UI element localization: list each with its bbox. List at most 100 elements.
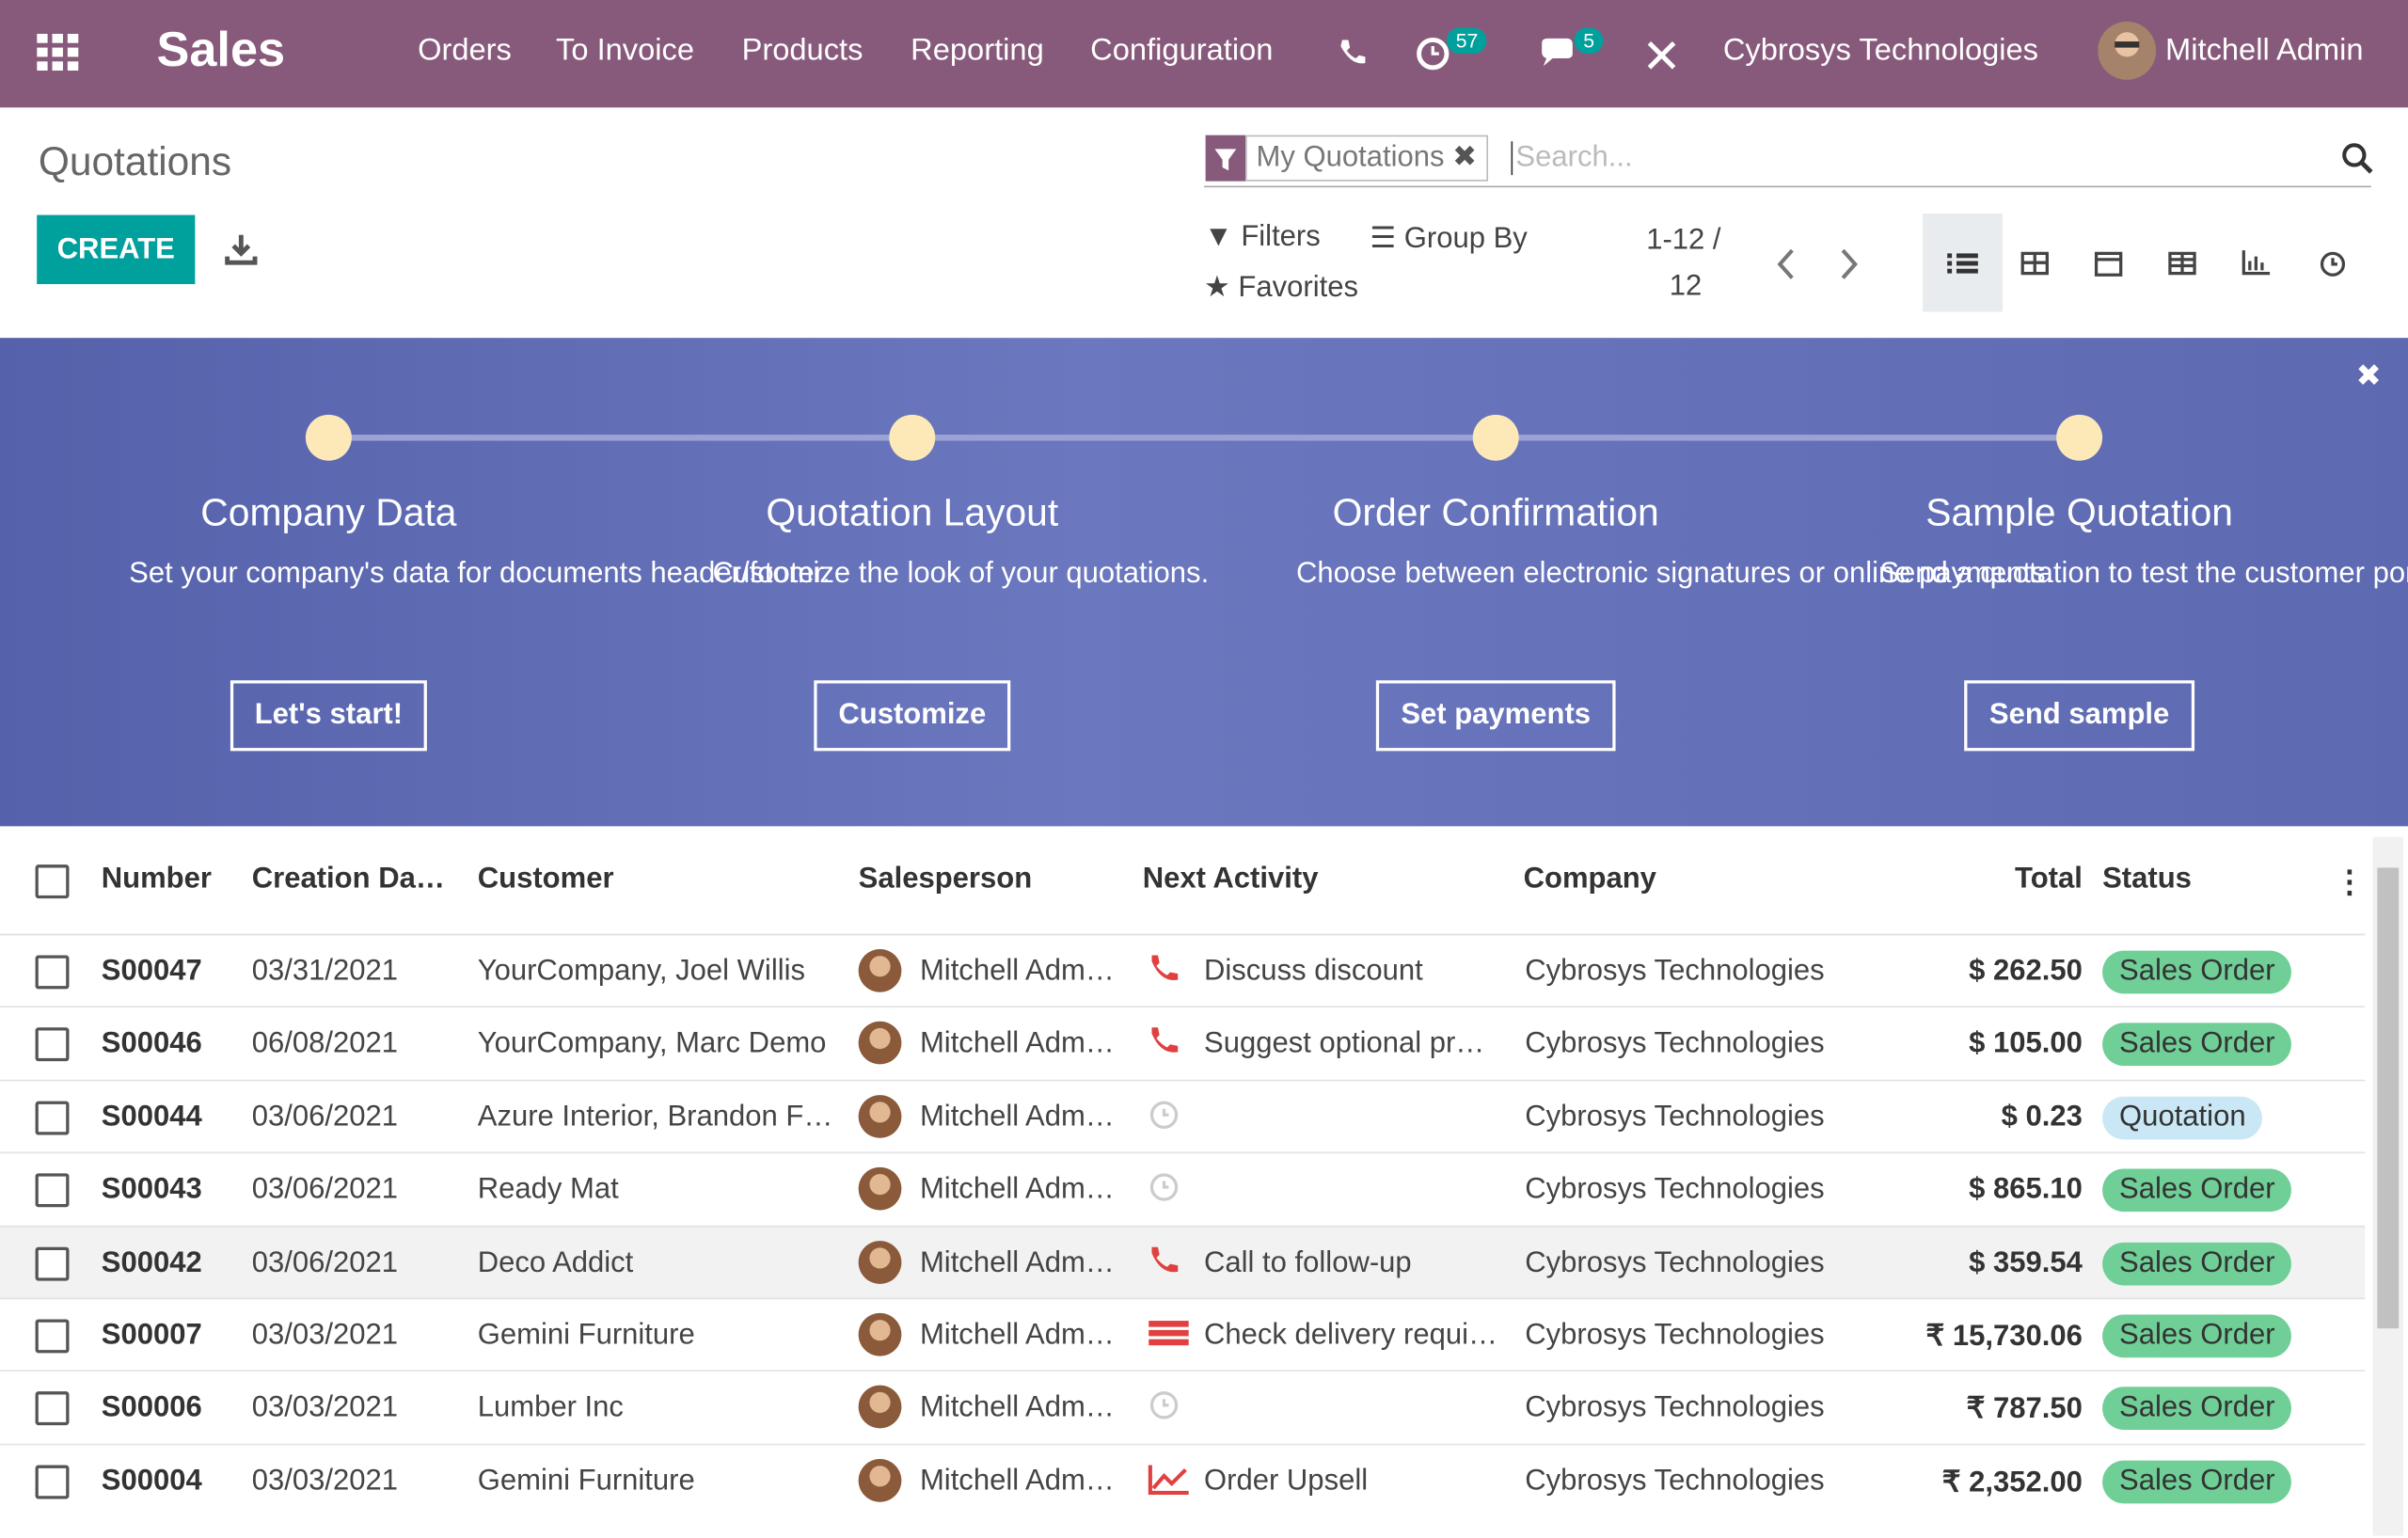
optional-columns[interactable]: ⋮ (2334, 865, 2366, 900)
scrollbar[interactable] (2372, 836, 2404, 1536)
pager-arrows[interactable] (1772, 246, 1864, 282)
user-name[interactable]: Mitchell Admin (2165, 33, 2364, 68)
order-number: S00047 (101, 955, 202, 988)
table-row[interactable]: S00046 06/08/2021 YourCompany, Marc Demo Mi… (0, 1007, 2366, 1080)
activity-icon[interactable] (1148, 1170, 1194, 1207)
menu-item[interactable]: Reporting (911, 33, 1044, 68)
order-number: S00042 (101, 1246, 202, 1279)
app-name[interactable]: Sales (156, 21, 286, 77)
next-activity: Discuss discount (1203, 955, 1423, 988)
column-header[interactable]: Next Activity (1142, 863, 1319, 896)
step: Company Data Set your company's data for … (75, 491, 831, 752)
total: ₹ 787.50 (1966, 1393, 2083, 1426)
menu-item[interactable]: Configuration (1090, 33, 1274, 68)
customer: Gemini Furniture (477, 1319, 695, 1352)
row-checkbox[interactable] (35, 1465, 70, 1499)
row-checkbox[interactable] (35, 1027, 70, 1062)
search-bar (1203, 134, 2371, 188)
order-number: S00043 (101, 1173, 202, 1206)
column-header[interactable]: Number (101, 863, 212, 896)
apps-icon[interactable] (37, 33, 80, 71)
view-switcher[interactable] (2018, 246, 2355, 282)
download-button[interactable] (224, 233, 258, 267)
row-checkbox[interactable] (35, 1319, 70, 1354)
customer: Azure Interior, Brandon F… (477, 1101, 833, 1134)
filters-button[interactable]: ▼ Filters (1203, 221, 1321, 254)
filters-label: Filters (1241, 221, 1321, 254)
search-input[interactable]: Search... (1511, 141, 1633, 176)
order-number: S00044 (101, 1101, 202, 1134)
group-by-button[interactable]: ☰ Group By (1370, 222, 1528, 256)
order-number: S00007 (101, 1319, 202, 1352)
next-activity: Suggest optional pr… (1203, 1027, 1485, 1061)
table-row[interactable]: S00047 03/31/2021 YourCompany, Joel Willis… (0, 933, 2366, 1007)
select-all-checkbox[interactable] (35, 864, 70, 899)
menu-item[interactable]: Products (741, 33, 863, 68)
row-checkbox[interactable] (35, 1391, 70, 1426)
step-title: Company Data (200, 491, 457, 535)
step-button[interactable]: Set payments (1376, 680, 1616, 752)
activity-icon[interactable] (1148, 1316, 1194, 1353)
company-switcher[interactable]: Cybrosys Technologies (1722, 33, 2039, 68)
table-row[interactable]: S00043 03/06/2021 Ready Mat Mitchell Adm… Cy… (0, 1151, 2366, 1226)
list-view-button[interactable] (1923, 213, 2003, 312)
total: ₹ 15,730.06 (1925, 1321, 2083, 1354)
activity-icon[interactable] (1148, 1244, 1194, 1280)
row-checkbox[interactable] (35, 1101, 70, 1135)
row-checkbox[interactable] (35, 955, 70, 990)
favorites-button[interactable]: ★ Favorites (1203, 271, 1359, 305)
activity-icon[interactable] (1148, 1389, 1194, 1426)
row-checkbox[interactable] (35, 1246, 70, 1280)
status: Sales Order (2102, 1168, 2292, 1213)
activity-icon[interactable] (1148, 1462, 1194, 1498)
column-header[interactable]: Creation Da… (251, 863, 445, 896)
salesperson: Mitchell Adm… (919, 1101, 1115, 1134)
activity-icon[interactable] (1148, 1098, 1194, 1134)
salesperson: Mitchell Adm… (919, 955, 1115, 988)
step-button[interactable]: Customize (814, 680, 1011, 752)
salesperson: Mitchell Adm… (919, 1027, 1115, 1061)
phone-icon[interactable] (1336, 37, 1367, 68)
salesperson: Mitchell Adm… (919, 1391, 1115, 1425)
step-dot (889, 414, 936, 461)
company: Cybrosys Technologies (1525, 1465, 1825, 1498)
table-row[interactable]: S00006 03/03/2021 Lumber Inc Mitchell Adm… C… (0, 1370, 2366, 1444)
total: $ 262.50 (1969, 955, 2083, 988)
next-activity: Call to follow-up (1203, 1246, 1412, 1279)
activity-icon[interactable] (1416, 37, 1450, 71)
activity-icon[interactable] (1148, 1025, 1194, 1062)
search-facet[interactable]: My Quotations ✖ (1245, 135, 1488, 182)
step-text: Set your company's data for documents he… (129, 557, 831, 590)
column-header[interactable]: Customer (477, 863, 614, 896)
facet-icon (1205, 135, 1246, 182)
step-text: Customize the look of your quotations. (712, 557, 1210, 590)
column-header[interactable]: Status (2102, 863, 2192, 896)
salesperson-avatar (858, 1022, 902, 1066)
table-row[interactable]: S00044 03/06/2021 Azure Interior, Brandon … (0, 1079, 2366, 1152)
table-row[interactable]: S00007 03/03/2021 Gemini Furniture Mitchell… (0, 1297, 2366, 1372)
column-header[interactable]: Total (2015, 863, 2083, 896)
search-icon[interactable] (2340, 141, 2374, 175)
chat-icon[interactable] (1539, 37, 1578, 71)
create-button[interactable]: CREATE (37, 214, 196, 285)
column-header[interactable]: Company (1523, 863, 1656, 896)
activity-icon[interactable] (1148, 952, 1194, 989)
creation-date: 06/08/2021 (251, 1027, 399, 1061)
menu-item[interactable]: To Invoice (556, 33, 695, 68)
close-banner[interactable]: ✖ (2355, 359, 2382, 393)
user-avatar[interactable] (2098, 21, 2157, 80)
step-title: Quotation Layout (766, 491, 1059, 535)
step: Quotation Layout Customize the look of yo… (658, 491, 1210, 752)
step-button[interactable]: Let's start! (230, 680, 428, 752)
table-row[interactable]: S00042 03/06/2021 Deco Addict Mitchell Adm…… (0, 1225, 2366, 1299)
table-row[interactable]: S00004 03/03/2021 Gemini Furniture Mitchell… (0, 1443, 2366, 1516)
tools-icon[interactable] (1646, 40, 1677, 71)
column-header[interactable]: Salesperson (858, 863, 1033, 896)
menu-item[interactable]: Orders (418, 33, 512, 68)
row-checkbox[interactable] (35, 1173, 70, 1208)
step-button[interactable]: Send sample (1964, 680, 2194, 752)
company: Cybrosys Technologies (1525, 1027, 1825, 1061)
salesperson: Mitchell Adm… (919, 1319, 1115, 1352)
creation-date: 03/06/2021 (251, 1173, 399, 1206)
